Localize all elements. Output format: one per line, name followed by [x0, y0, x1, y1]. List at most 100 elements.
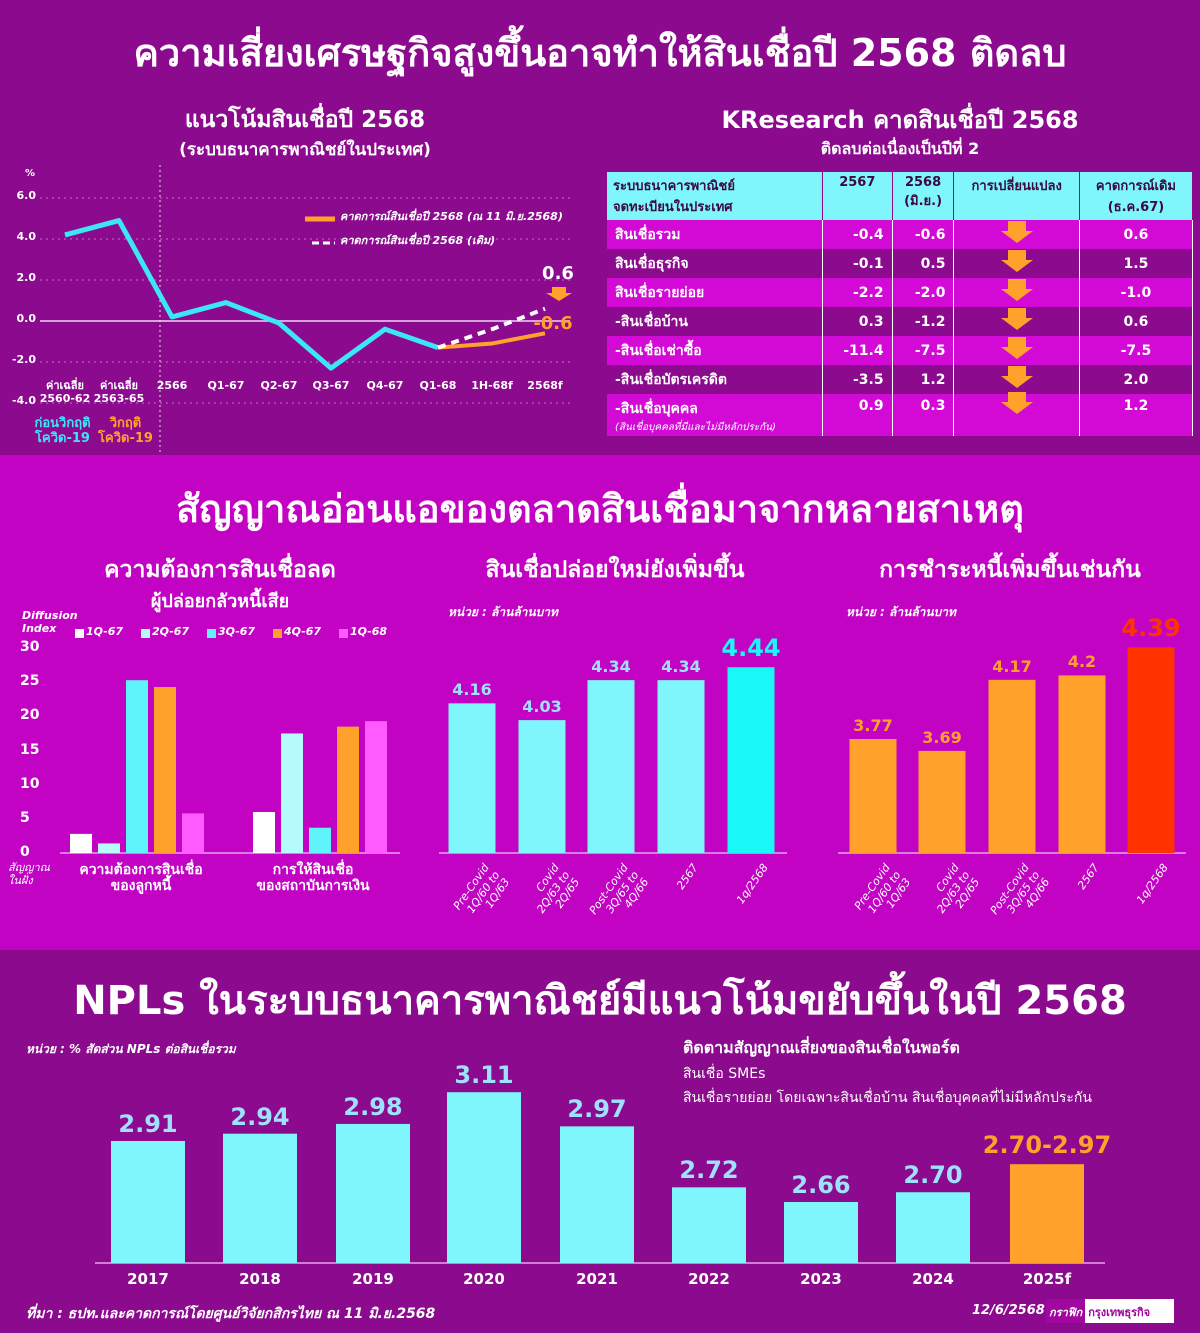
bar [587, 680, 635, 853]
table-row: -สินเชื่อบ้าน 0.3 -1.2 0.6 [607, 307, 1194, 336]
cell-text: 0.3 [858, 313, 884, 330]
bar [111, 1141, 185, 1263]
table-header: ระบบธนาคารพาณิชย์ จดทะเบียนในประเทศ [607, 172, 823, 220]
cell-text: -0.1 [852, 255, 884, 272]
bar [182, 813, 204, 853]
y-tick-label: 10 [20, 775, 40, 792]
x-tick-label: 2024 [912, 1270, 954, 1288]
cell-text: -สินเชื่อบุคคล [615, 401, 698, 417]
bar [98, 843, 120, 853]
bar [154, 687, 176, 853]
y-tick-label: 30 [20, 639, 40, 656]
data-label: 4.34 [661, 657, 701, 677]
bar [1127, 647, 1175, 853]
x-tick-label: Q3-67 [312, 379, 350, 392]
annotation-label: 0.6 [542, 263, 574, 284]
legend-swatch [273, 629, 282, 638]
cell-label: -สินเชื่อบัตรเครดิต [607, 365, 823, 394]
data-label: 2.97 [567, 1095, 627, 1124]
data-label: 4.17 [992, 656, 1032, 676]
cell-text: -1.2 [914, 313, 946, 330]
cell-label: -สินเชื่อบุคคล (สินเชื่อบุคคลที่มีและไม่ม… [607, 394, 823, 436]
bar [70, 833, 92, 853]
data-label: 2.70 [903, 1161, 963, 1190]
table-row: สินเชื่อรายย่อย -2.2 -2.0 -1.0 [607, 278, 1194, 307]
watch-title: ติดตามสัญญาณเสี่ยงของสินเชื่อในพอร์ต [683, 1038, 960, 1057]
data-label: 2.98 [343, 1092, 403, 1121]
cell-text: 1.2 [1123, 398, 1149, 414]
cell-text: -1.0 [1120, 284, 1152, 301]
cell-label: สินเชื่อธุรกิจ [607, 249, 823, 278]
watch-item: สินเชื่อรายย่อย โดยเฉพาะสินเชื่อบ้าน สิน… [683, 1090, 1092, 1106]
y-tick-label: 0 [20, 844, 30, 860]
cell-text: 0.9 [858, 398, 884, 414]
table-row: -สินเชื่อเช่าซื้อ -11.4 -7.5 -7.5 [607, 336, 1194, 365]
new-loans-chart-title: สินเชื่อปล่อยใหม่ยังเพิ่มขึ้น [485, 557, 745, 583]
y-tick-label: 5 [20, 809, 30, 826]
down-arrow-icon [1000, 220, 1033, 243]
table-header: 2567 [822, 172, 893, 220]
down-arrow-icon [1000, 336, 1033, 359]
x-tick-label: การให้สินเชื่อ ของสถาบันการเงิน [256, 862, 370, 895]
bar [309, 827, 331, 853]
cell-change [953, 392, 1080, 436]
data-label: 4.2 [1067, 652, 1097, 672]
data-label: 4.16 [452, 680, 492, 700]
data-label: 2.70-2.97 [982, 1131, 1112, 1160]
bar [336, 1123, 410, 1263]
repayment-unit: หน่วย : ล้านล้านบาท [846, 605, 956, 619]
bar [784, 1202, 858, 1263]
cell-text: -11.4 [843, 342, 884, 359]
source-note: ที่มา : ธปท.และคาดการณ์โดยศูนย์วิจัยกสิก… [26, 1306, 436, 1322]
bar [518, 720, 566, 853]
x-tick-label: ค่าเฉลี่ย 2563-65 [93, 379, 145, 405]
cell-note: (สินเชื่อบุคคลที่มีและไม่มีหลักประกัน) [615, 422, 776, 433]
data-label: 4.44 [721, 634, 781, 663]
x-tick-label: Q4-67 [366, 379, 404, 392]
cell-y2568: 0.3 [892, 394, 955, 436]
bar [896, 1192, 970, 1263]
cell-prev: 0.6 [1079, 220, 1194, 249]
data-label: 3.69 [922, 727, 962, 747]
bar [281, 733, 303, 853]
series-line [437, 331, 546, 350]
data-label: 4.34 [591, 657, 631, 677]
cell-label: สินเชื่อรายย่อย [607, 278, 823, 307]
y-axis-label: Diffusion Index [22, 609, 78, 635]
bar [849, 739, 897, 853]
legend-swatch [141, 629, 150, 638]
x-tick-label: 1H-68f [471, 379, 513, 392]
legend-label: คาดการณ์สินเชื่อปี 2568 (เดิม) [340, 234, 496, 247]
cell-text: สินเชื่อธุรกิจ [615, 255, 689, 272]
cell-y2567: -0.4 [822, 220, 893, 249]
cell-text: -3.5 [852, 371, 884, 388]
period-label: วิกฤติ โควิด-19 [98, 416, 153, 446]
x-tick-label: Q1-68 [419, 379, 457, 392]
cell-y2568: 1.2 [892, 365, 955, 394]
series-line [437, 306, 546, 350]
cell-text: -สินเชื่อบัตรเครดิต [615, 371, 727, 388]
cell-y2567: 0.3 [822, 307, 893, 336]
x-tick-label: 2019 [352, 1270, 394, 1288]
bar [727, 667, 775, 853]
cell-change [953, 278, 1080, 307]
cell-y2568: -2.0 [892, 278, 955, 307]
cell-text: 0.6 [1123, 313, 1149, 330]
x-tick-label: 2025f [1022, 1270, 1072, 1288]
bar [918, 750, 966, 853]
cell-text: -0.4 [852, 226, 884, 243]
cell-prev: -1.0 [1079, 278, 1194, 307]
x-tick-label: 2017 [127, 1270, 169, 1288]
cell-change [953, 307, 1080, 336]
demand-chart-subtitle: ผู้ปล่อยกลัวหนี้เสีย [150, 591, 290, 612]
data-label: 2.94 [230, 1102, 290, 1131]
table-title: KResearch คาดสินเชื่อปี 2568 [721, 106, 1079, 134]
down-arrow-icon [1000, 249, 1033, 272]
table-subtitle: ติดลบต่อเนื่องเป็นปีที่ 2 [820, 139, 980, 158]
page-title: ความเสี่ยงเศรษฐกิจสูงขึ้นอาจทำให้สินเชื่… [133, 31, 1067, 75]
cell-label: สินเชื่อรวม [607, 220, 823, 249]
demand-chart-title: ความต้องการสินเชื่อลด [104, 557, 336, 583]
legend-label: 3Q-67 [218, 625, 256, 638]
legend-label: 4Q-67 [284, 625, 322, 638]
